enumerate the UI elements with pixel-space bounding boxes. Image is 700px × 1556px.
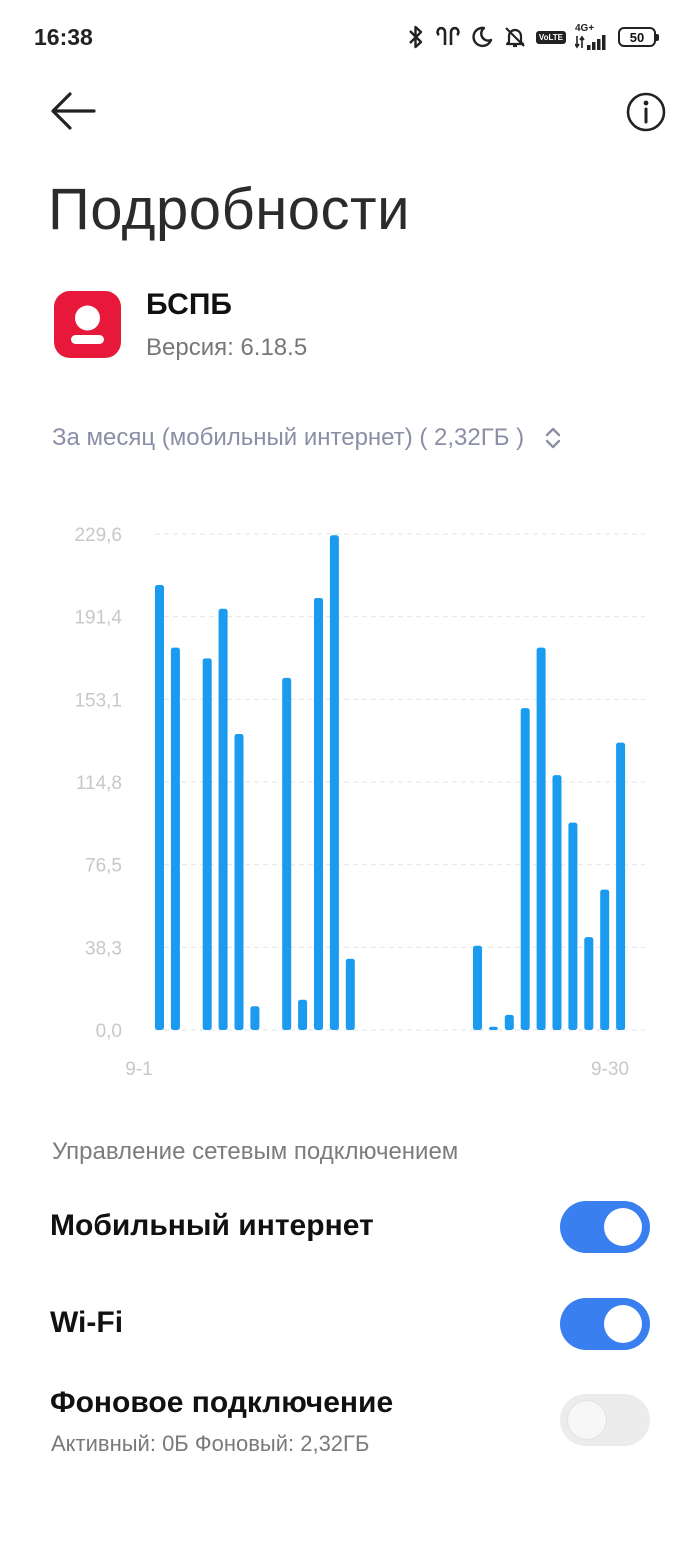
usage-bar-25	[536, 647, 546, 1030]
usage-bar-21	[473, 945, 482, 1030]
background-connection-usage: Активный: 0Б Фоновый: 2,32ГБ	[51, 1431, 370, 1456]
status-icons: Vo LTE 4G+ 50	[406, 22, 659, 52]
usage-bar-1	[155, 584, 164, 1030]
app-name: БСПБ	[146, 288, 232, 321]
y-tick-label: 38,3	[85, 938, 122, 959]
y-tick-label: 76,5	[85, 856, 122, 877]
battery-icon: 50	[618, 27, 659, 47]
usage-bar-26	[552, 775, 562, 1030]
moon-icon	[470, 25, 494, 49]
background-connection-label: Фоновое подключение	[50, 1386, 394, 1419]
x-start-label: 9-1	[125, 1059, 152, 1080]
bluetooth-icon	[406, 24, 426, 50]
usage-bar-22	[488, 1026, 498, 1030]
app-icon	[54, 291, 121, 358]
usage-bar-10	[298, 999, 308, 1030]
y-tick-label: 153,1	[74, 690, 122, 711]
usage-bar-28	[584, 937, 594, 1030]
y-tick-label: 229,6	[74, 525, 122, 546]
toggle-knob	[568, 1401, 606, 1439]
back-button[interactable]	[46, 88, 98, 134]
mobile-internet-toggle[interactable]	[560, 1201, 650, 1253]
x-end-label: 9-30	[591, 1059, 629, 1080]
usage-bar-27	[568, 822, 578, 1030]
toggle-knob	[604, 1305, 642, 1343]
y-tick-label: 114,8	[76, 773, 122, 794]
data-usage-chart: 229,6 191,4 153,1 114,8 76,5 38,3 0,0 9-1 9-30	[74, 525, 645, 1080]
section-label: Управление сетевым подключением	[52, 1138, 459, 1165]
y-tick-label: 0,0	[96, 1021, 122, 1042]
toggle-knob	[604, 1208, 642, 1246]
arrow-left-icon	[51, 92, 96, 130]
usage-bar-29	[600, 889, 610, 1030]
period-label: За месяц (мобильный интернет) ( 2,32ГБ )	[52, 424, 525, 451]
usage-bar-5	[218, 608, 228, 1030]
usage-bar-11	[314, 597, 323, 1030]
status-time: 16:38	[34, 24, 93, 50]
volte-icon: Vo LTE	[535, 30, 566, 44]
usage-bar-2	[170, 647, 180, 1030]
wifi-label: Wi-Fi	[50, 1306, 124, 1339]
background-connection-toggle[interactable]	[560, 1394, 650, 1446]
period-selector[interactable]: За месяц (мобильный интернет) ( 2,32ГБ )	[52, 424, 562, 452]
usage-bar-7	[250, 1006, 260, 1030]
info-icon	[626, 92, 666, 132]
info-button[interactable]	[624, 90, 668, 134]
app-version: Версия: 6.18.5	[146, 334, 308, 361]
usage-bar-9	[282, 677, 292, 1030]
usage-bar-4	[202, 658, 212, 1030]
usage-bar-24	[520, 708, 530, 1030]
chevron-up-down-icon	[545, 427, 561, 449]
bspb-logo-icon	[71, 305, 104, 344]
usage-bar-13	[345, 958, 355, 1030]
earbuds-icon	[435, 25, 461, 49]
usage-bar-30	[616, 742, 626, 1030]
usage-bar-12	[329, 535, 339, 1030]
wifi-toggle[interactable]	[560, 1298, 650, 1350]
signal-icon: 4G+	[575, 24, 609, 50]
y-tick-label: 191,4	[74, 608, 122, 629]
usage-bar-6	[234, 734, 244, 1030]
usage-bar-23	[504, 1014, 514, 1030]
page-title: Подробности	[48, 177, 410, 242]
bell-off-icon	[503, 25, 527, 49]
mobile-internet-label: Мобильный интернет	[50, 1209, 374, 1242]
